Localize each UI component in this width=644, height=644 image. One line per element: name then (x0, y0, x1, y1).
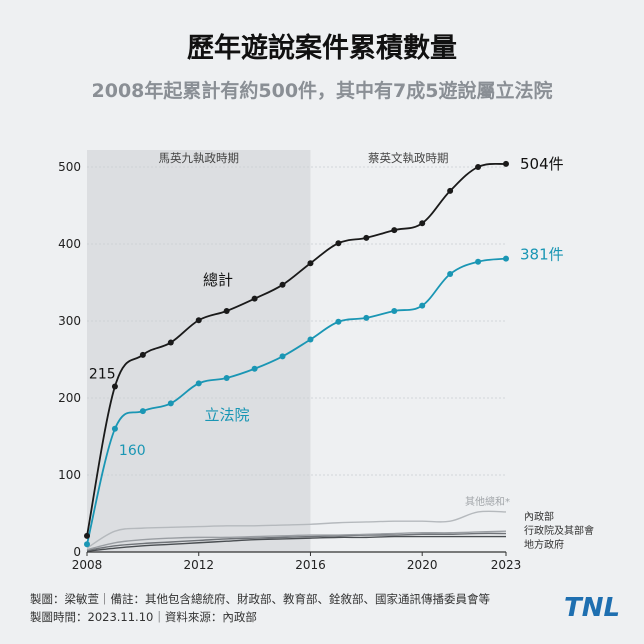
series-0-point-0 (84, 532, 90, 539)
series-line-5 (86, 535, 506, 552)
y-tick-label-400: 400 (58, 237, 81, 251)
period-label-1: 蔡英文執政時期 (368, 151, 449, 165)
series-0-point-11 (391, 227, 398, 234)
series-1-point-10 (363, 314, 370, 321)
series-1-point-5 (223, 374, 230, 381)
series-1-point-6 (251, 365, 258, 372)
series-line-4 (86, 532, 507, 552)
period-label-0: 馬英九執政時期 (158, 151, 239, 165)
series-0-point-8 (307, 260, 314, 267)
series-1-point-7 (279, 353, 286, 360)
y-tick-label-500: 500 (58, 160, 81, 174)
series-1-point-8 (307, 336, 314, 343)
series-name-2: 其他總和* (465, 495, 510, 508)
series-1-point-15 (503, 255, 509, 262)
series-0-point-1 (111, 383, 118, 390)
series-line-3 (86, 530, 507, 551)
series-0-point-6 (251, 295, 258, 302)
series-name-1: 立法院 (204, 406, 249, 424)
x-tick-label-2008: 2008 (72, 558, 103, 572)
series-1-point-2 (139, 408, 146, 415)
x-tick-label-2016: 2016 (295, 558, 326, 572)
series-0-point-15 (503, 160, 509, 167)
y-tick-label-300: 300 (58, 314, 81, 328)
data-label-1-0: 160 (119, 443, 146, 459)
x-tick-label-2012: 2012 (183, 558, 214, 572)
period-band-1 (310, 150, 506, 552)
footer-credits: 製圖：梁敏萱｜備註：其他包含總統府、財政部、教育部、銓敘部、國家通訊傳播委員會等 (30, 592, 490, 606)
y-tick-label-100: 100 (58, 468, 81, 482)
series-1-point-14 (475, 258, 482, 265)
series-1-point-9 (335, 318, 342, 325)
series-0-point-5 (223, 307, 230, 314)
series-1-point-11 (391, 307, 398, 314)
series-1-point-4 (195, 380, 202, 387)
tnl-logo-text: TNL (564, 593, 620, 622)
series-1-point-13 (447, 271, 454, 278)
chart-title: 歷年遊說案件累積數量 (187, 33, 457, 64)
y-tick-label-0: 0 (73, 545, 81, 559)
series-name-5: 地方政府 (524, 538, 564, 551)
chart-subtitle: 2008年起累計有約500件，其中有7成5遊說屬立法院 (91, 80, 553, 102)
period-band-0 (87, 150, 311, 552)
x-tick-label-2023: 2023 (491, 558, 522, 572)
series-0-point-7 (279, 281, 286, 288)
series-line-2 (86, 510, 507, 549)
data-label-1-1: 381件 (520, 246, 564, 264)
data-label-0-1: 504件 (520, 155, 564, 173)
series-1-point-0 (84, 541, 90, 548)
series-0-point-9 (335, 240, 342, 247)
series-0-point-12 (419, 220, 426, 227)
series-1-point-12 (419, 302, 426, 309)
series-0-point-4 (195, 317, 202, 324)
series-1-point-1 (111, 425, 118, 432)
series-0-point-14 (475, 164, 482, 170)
tnl-logo: TNL (564, 593, 620, 622)
data-label-0-0: 215 (89, 366, 116, 382)
series-0-point-10 (363, 234, 370, 241)
series-line-1 (86, 257, 507, 545)
series-name-3: 內政部 (524, 510, 554, 523)
y-tick-label-200: 200 (58, 391, 81, 405)
series-name-4: 行政院及其部會 (524, 524, 594, 537)
series-name-0: 總計 (203, 271, 233, 289)
series-0-point-2 (139, 351, 146, 358)
series-0-point-13 (447, 187, 454, 194)
series-1-point-3 (167, 400, 174, 407)
footer-source: 製圖時間：2023.11.10｜資料來源：內政部 (30, 610, 257, 624)
x-tick-label-2020: 2020 (407, 558, 438, 572)
series-0-point-3 (167, 339, 174, 346)
